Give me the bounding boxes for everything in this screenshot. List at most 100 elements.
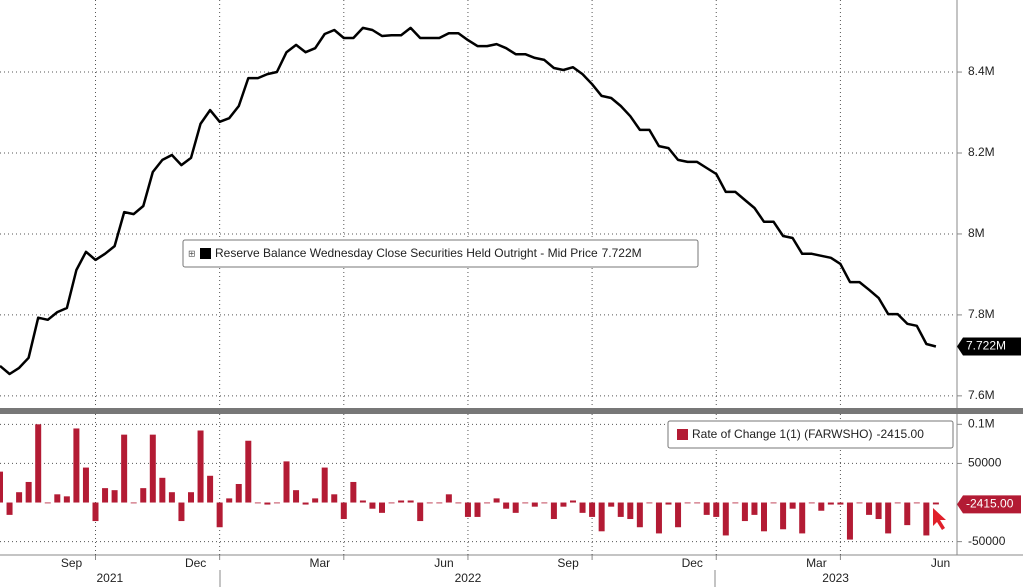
bar — [245, 440, 252, 503]
bar — [35, 424, 42, 503]
bar — [283, 461, 290, 503]
bar — [254, 502, 261, 504]
bar — [837, 502, 844, 505]
bar — [694, 502, 701, 504]
bar — [780, 502, 787, 530]
x-tick-label: Mar — [806, 556, 827, 570]
bar — [426, 502, 433, 504]
x-tick-label: Sep — [557, 556, 579, 570]
y-tick-label: 7.8M — [968, 307, 995, 321]
bar — [54, 494, 61, 503]
bar — [273, 502, 280, 504]
bar — [512, 502, 519, 513]
bar — [589, 502, 596, 517]
bar — [751, 502, 758, 515]
arrow-icon — [933, 508, 946, 530]
bar — [149, 434, 156, 503]
bar — [168, 492, 175, 503]
bar — [713, 502, 720, 517]
last-value-tag — [957, 495, 1021, 514]
bar — [63, 496, 70, 503]
bar — [732, 502, 739, 504]
x-year-label: 2021 — [96, 571, 123, 585]
bar — [579, 502, 586, 513]
bar — [398, 500, 405, 503]
bar — [531, 502, 538, 507]
x-tick-label: Dec — [682, 556, 703, 570]
y-tick-label: 0.1M — [968, 416, 995, 430]
y-tick-label: 8M — [968, 226, 985, 240]
last-value-tag — [957, 337, 1021, 356]
bar — [770, 502, 777, 504]
bar — [904, 502, 911, 526]
bar — [140, 488, 147, 503]
bar — [550, 502, 557, 520]
legend-box — [667, 420, 954, 449]
bar — [369, 502, 376, 509]
bar — [464, 502, 471, 517]
bar — [617, 502, 624, 517]
bar — [0, 471, 3, 503]
x-tick-label: Sep — [61, 556, 83, 570]
bar — [379, 502, 385, 513]
bar — [866, 502, 873, 515]
legend-text: Rate of Change 1(1) (FARWSHO) -2415.00 — [692, 427, 924, 441]
bar — [321, 467, 328, 503]
bar — [684, 502, 691, 504]
bar — [627, 502, 634, 520]
bar — [474, 502, 481, 517]
bar — [73, 428, 80, 503]
bar — [598, 502, 605, 532]
bar — [875, 502, 882, 520]
bar — [923, 502, 930, 536]
bar — [331, 494, 338, 503]
bar — [216, 502, 223, 528]
bar — [846, 502, 853, 540]
bar — [25, 481, 32, 503]
bar — [894, 502, 901, 504]
bar — [350, 481, 357, 503]
bar — [856, 502, 863, 504]
bar — [503, 502, 510, 509]
bar — [178, 502, 185, 522]
bar — [675, 502, 682, 528]
bar — [808, 502, 815, 504]
bar — [388, 502, 395, 504]
bar — [264, 502, 271, 505]
bar — [130, 502, 137, 504]
bar — [159, 477, 166, 503]
bar — [6, 502, 13, 515]
bar — [436, 502, 443, 504]
panel-separator — [0, 408, 1023, 414]
x-tick-label: Jun — [931, 556, 950, 570]
bar — [121, 434, 128, 503]
bar — [407, 500, 414, 503]
bar — [359, 500, 366, 503]
bar — [541, 502, 548, 504]
x-tick-label: Jun — [434, 556, 453, 570]
bar — [111, 490, 118, 503]
bar — [82, 467, 89, 503]
bar — [417, 502, 424, 522]
legend-last-value: -2415.00 — [877, 427, 925, 441]
legend-text: Reserve Balance Wednesday Close Securiti… — [215, 246, 642, 260]
bar — [655, 502, 662, 534]
legend-swatch — [677, 429, 688, 440]
last-value-label: -2415.00 — [966, 497, 1014, 511]
x-year-label: 2023 — [822, 571, 849, 585]
bar — [570, 500, 576, 503]
bar — [312, 498, 319, 503]
bar — [789, 502, 796, 509]
bar — [665, 502, 672, 505]
bar — [16, 492, 23, 503]
bar — [445, 494, 452, 503]
legend-name: Reserve Balance Wednesday Close Securiti… — [215, 246, 598, 260]
bar — [92, 502, 99, 522]
y-tick-label: 8.4M — [968, 64, 995, 78]
bar — [885, 502, 892, 534]
bar — [761, 502, 767, 532]
x-tick-label: Mar — [309, 556, 330, 570]
bar — [302, 502, 309, 505]
